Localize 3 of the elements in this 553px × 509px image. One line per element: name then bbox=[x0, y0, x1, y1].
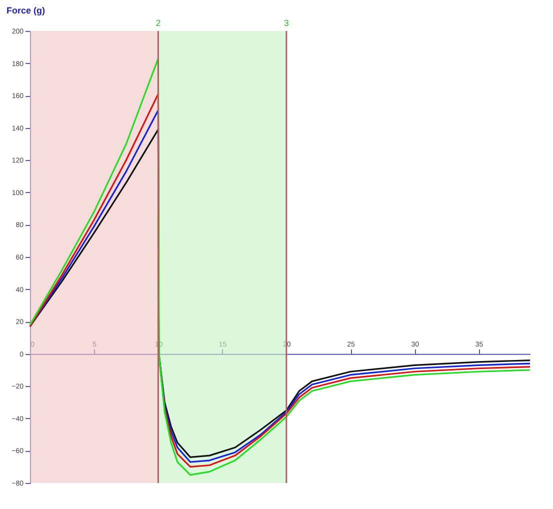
y-axis-title: Force (g) bbox=[6, 6, 46, 16]
annotation: 3 bbox=[284, 18, 289, 28]
annotation: 2 bbox=[156, 18, 161, 28]
